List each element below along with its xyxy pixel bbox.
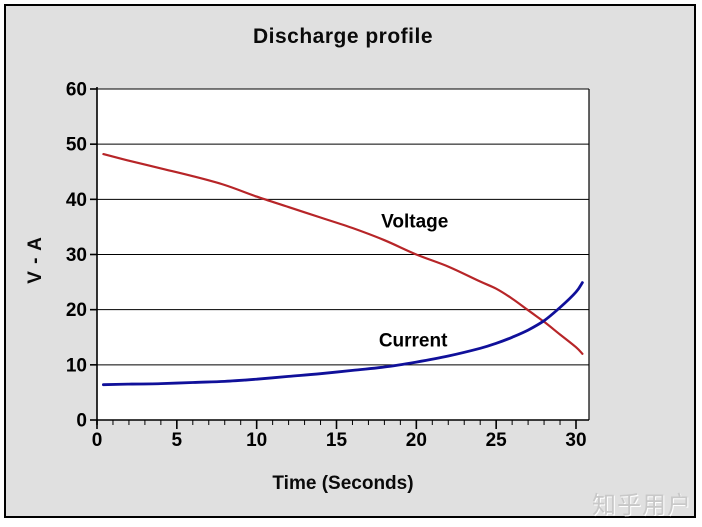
x-tick-label-20: 20: [406, 430, 427, 451]
chart-title: Discharge profile: [252, 25, 434, 48]
y-tick-label-10: 10: [66, 355, 87, 376]
y-axis-label: V - A: [25, 236, 46, 284]
current-line: [102, 281, 584, 387]
series-label-current: Current: [379, 330, 448, 351]
x-tick-label-25: 25: [486, 430, 508, 451]
y-tick-label-20: 20: [66, 300, 87, 321]
y-tick-label-50: 50: [66, 135, 87, 156]
series-label-voltage: Voltage: [381, 211, 448, 232]
y-tick-label-0: 0: [76, 411, 87, 432]
y-tick-label-40: 40: [66, 190, 87, 211]
x-tick-label-10: 10: [246, 430, 267, 451]
watermark-text: 知乎用户: [592, 492, 692, 519]
x-tick-label-5: 5: [172, 430, 183, 451]
x-axis-label: Time (Seconds): [272, 473, 414, 494]
x-tick-label-0: 0: [92, 430, 103, 451]
x-tick-label-15: 15: [326, 430, 348, 451]
x-tick-label-30: 30: [565, 430, 586, 451]
y-tick-label-60: 60: [66, 80, 87, 101]
y-tick-label-30: 30: [66, 245, 87, 266]
